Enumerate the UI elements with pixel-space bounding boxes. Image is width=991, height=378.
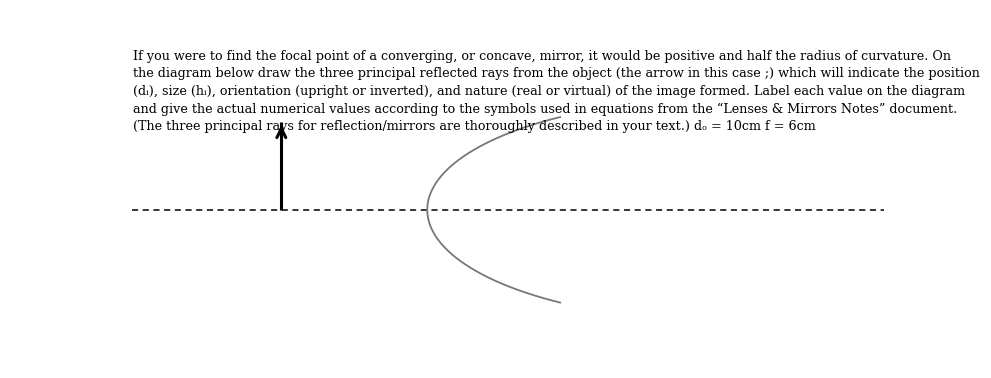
Text: If you were to find the focal point of a converging, or concave, mirror, it woul: If you were to find the focal point of a…	[133, 50, 980, 133]
